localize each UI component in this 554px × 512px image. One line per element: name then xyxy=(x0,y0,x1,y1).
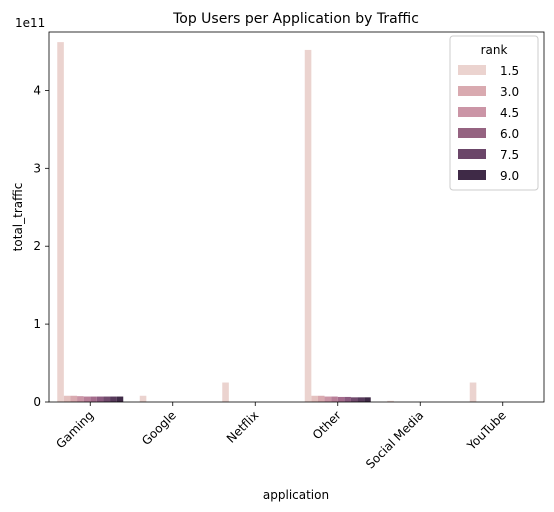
legend-swatch xyxy=(458,86,486,96)
x-tick-label-social-media: Social Media xyxy=(363,408,426,471)
legend-label: 1.5 xyxy=(500,64,519,78)
bar-gaming-rank-3 xyxy=(70,395,78,402)
y-offset-label: 1e11 xyxy=(15,16,45,30)
legend-label: 9.0 xyxy=(500,169,519,183)
bar-gaming-rank-2 xyxy=(63,395,71,402)
legend-swatch xyxy=(458,65,486,75)
bars-group xyxy=(57,42,477,403)
legend-label: 4.5 xyxy=(500,106,519,120)
y-tick-label: 2 xyxy=(33,239,41,253)
legend: rank 1.5 3.0 4.5 6.0 7.5 9.0 xyxy=(449,35,539,191)
bar-gaming-rank-1 xyxy=(57,42,64,403)
bar-other-rank-4 xyxy=(324,396,332,402)
y-tick-label: 3 xyxy=(33,161,41,175)
bar-gaming-rank-7 xyxy=(96,396,104,402)
bar-youtube-rank-1 xyxy=(469,382,477,402)
x-tick-label-google: Google xyxy=(139,408,179,448)
y-tick-label: 0 xyxy=(33,395,41,409)
bar-other-rank-3 xyxy=(317,395,325,402)
legend-swatch xyxy=(458,107,486,117)
x-tick-label-gaming: Gaming xyxy=(53,408,96,451)
x-tick-label-other: Other xyxy=(310,408,344,442)
bar-social-media-rank-1 xyxy=(387,400,394,402)
bar-other-rank-7 xyxy=(344,396,351,402)
legend-label: 3.0 xyxy=(500,85,519,99)
bar-gaming-rank-5 xyxy=(83,396,91,402)
x-tick-label-netflix: Netflix xyxy=(224,408,262,446)
bar-other-rank-2 xyxy=(311,395,318,402)
bar-gaming-rank-10 xyxy=(116,396,124,402)
y-axis: 0 1 2 3 4 xyxy=(33,83,49,409)
bar-other-rank-8 xyxy=(350,397,358,402)
y-tick-label: 1 xyxy=(33,317,41,331)
bar-other-rank-5 xyxy=(331,396,338,402)
bar-other-rank-1 xyxy=(304,49,312,402)
bar-gaming-rank-6 xyxy=(90,396,97,402)
legend-swatch xyxy=(458,128,486,138)
bar-gaming-rank-4 xyxy=(77,396,84,402)
chart-title: Top Users per Application by Traffic xyxy=(172,11,419,27)
bar-other-rank-6 xyxy=(337,396,345,402)
legend-swatch xyxy=(458,170,486,180)
x-tick-label-youtube: YouTube xyxy=(464,408,509,453)
bar-gaming-rank-8 xyxy=(103,396,111,402)
plot-frame xyxy=(48,31,545,403)
legend-title: rank xyxy=(481,43,508,57)
legend-swatch xyxy=(458,149,486,159)
bar-other-rank-10 xyxy=(364,397,371,402)
x-axis: Gaming Google Netflix Other Social Media YouT… xyxy=(53,402,509,471)
x-axis-label: application xyxy=(263,488,329,502)
legend-label: 6.0 xyxy=(500,127,519,141)
legend-label: 7.5 xyxy=(500,148,519,162)
bar-google-rank-1 xyxy=(139,395,147,402)
bar-other-rank-9 xyxy=(357,397,365,402)
y-axis-label: total_traffic xyxy=(11,183,25,252)
bar-gaming-rank-9 xyxy=(110,396,117,402)
y-tick-label: 4 xyxy=(33,83,41,97)
bar-netflix-rank-1 xyxy=(222,382,229,402)
